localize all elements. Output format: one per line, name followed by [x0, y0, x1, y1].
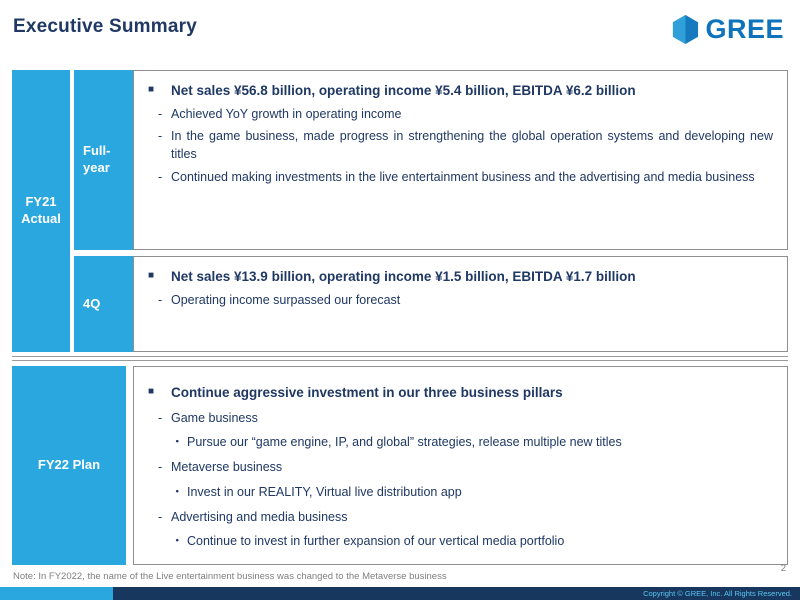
- fy21-fullyear-bullet-3: - Continued making investments in the li…: [158, 169, 773, 187]
- page-number: 2: [780, 563, 786, 574]
- gree-logo-text: GREE: [705, 14, 784, 44]
- fy22-line-game-detail: ・ Pursue our “game engine, IP, and globa…: [171, 434, 773, 452]
- copyright-text: Copyright © GREE, Inc. All Rights Reserv…: [643, 589, 792, 598]
- dot-bullet-icon: ・: [171, 534, 184, 549]
- fy22-content-box: ■ Continue aggressive investment in our …: [133, 366, 788, 565]
- dash-bullet-icon: -: [158, 169, 163, 184]
- fy22-plan-label-text: FY22 Plan: [37, 457, 101, 473]
- gree-logo: GREE: [671, 14, 784, 45]
- fy22-line-advertising-detail: ・ Continue to invest in further expansio…: [171, 533, 773, 551]
- fy21-fullyear-headline: ■ Net sales ¥56.8 billion, operating inc…: [148, 81, 773, 101]
- fy21-fullyear-headline-text: Net sales ¥56.8 billion, operating incom…: [171, 83, 636, 98]
- q4-label-text: 4Q: [83, 295, 101, 311]
- fy21-q4-content-box: ■ Net sales ¥13.9 billion, operating inc…: [133, 256, 788, 352]
- fy21-q4-headline: ■ Net sales ¥13.9 billion, operating inc…: [148, 267, 773, 287]
- gree-hexagon-icon: [673, 15, 699, 44]
- bullet-text: Advertising and media business: [171, 509, 348, 524]
- fullyear-label-line2: year: [83, 160, 110, 175]
- dot-bullet-icon: ・: [171, 484, 184, 499]
- bullet-text: Operating income surpassed our forecast: [171, 292, 401, 307]
- q4-label: 4Q: [74, 256, 135, 352]
- section-divider: [12, 356, 788, 361]
- fy21-fullyear-bullet-1: - Achieved YoY growth in operating incom…: [158, 106, 773, 124]
- dash-bullet-icon: -: [158, 106, 163, 121]
- bullet-text: In the game business, made progress in s…: [171, 129, 773, 162]
- bullet-text: Metaverse business: [171, 460, 283, 475]
- dash-bullet-icon: -: [158, 460, 163, 475]
- fy22-line-advertising: - Advertising and media business: [158, 509, 773, 527]
- fy21-q4-bullet-1: - Operating income surpassed our forecas…: [158, 292, 773, 310]
- fullyear-label-line1: Full-: [83, 143, 111, 159]
- fy21-actual-label-line1: FY21: [25, 194, 57, 210]
- fy21-fullyear-bullet-2: - In the game business, made progress in…: [158, 128, 773, 164]
- fy21-actual-label-line2: Actual: [21, 211, 61, 226]
- square-bullet-icon: ■: [148, 386, 155, 397]
- bullet-text: Continued making investments in the live…: [171, 169, 755, 184]
- dash-bullet-icon: -: [158, 509, 163, 524]
- fy22-headline: ■ Continue aggressive investment in our …: [148, 383, 773, 403]
- footnote: Note: In FY2022, the name of the Live en…: [13, 571, 447, 582]
- dash-bullet-icon: -: [158, 292, 163, 307]
- bullet-text: Achieved YoY growth in operating income: [171, 106, 402, 121]
- page-title: Executive Summary: [13, 16, 197, 37]
- fullyear-label: Full- year: [74, 70, 135, 250]
- fy21-fullyear-content-box: ■ Net sales ¥56.8 billion, operating inc…: [133, 70, 788, 250]
- dash-bullet-icon: -: [158, 410, 163, 425]
- dot-bullet-icon: ・: [171, 435, 184, 450]
- fy21-q4-headline-text: Net sales ¥13.9 billion, operating incom…: [171, 269, 636, 284]
- dash-bullet-icon: -: [158, 129, 163, 144]
- bullet-text: Continue to invest in further expansion …: [187, 534, 565, 549]
- footer-bar: [0, 587, 800, 600]
- fy22-line-metaverse-detail: ・ Invest in our REALITY, Virtual live di…: [171, 484, 773, 502]
- fy22-plan-label: FY22 Plan: [12, 366, 126, 565]
- bullet-text: Invest in our REALITY, Virtual live dist…: [187, 484, 462, 499]
- bullet-text: Pursue our “game engine, IP, and global”…: [187, 435, 622, 450]
- bullet-text: Game business: [171, 410, 258, 425]
- fy22-line-metaverse: - Metaverse business: [158, 459, 773, 477]
- footer-accent-bar: [0, 587, 113, 600]
- square-bullet-icon: ■: [148, 84, 155, 95]
- fy21-actual-label: FY21 Actual: [12, 70, 70, 352]
- square-bullet-icon: ■: [148, 270, 155, 281]
- fy22-line-game: - Game business: [158, 410, 773, 428]
- fy22-headline-text: Continue aggressive investment in our th…: [171, 385, 563, 400]
